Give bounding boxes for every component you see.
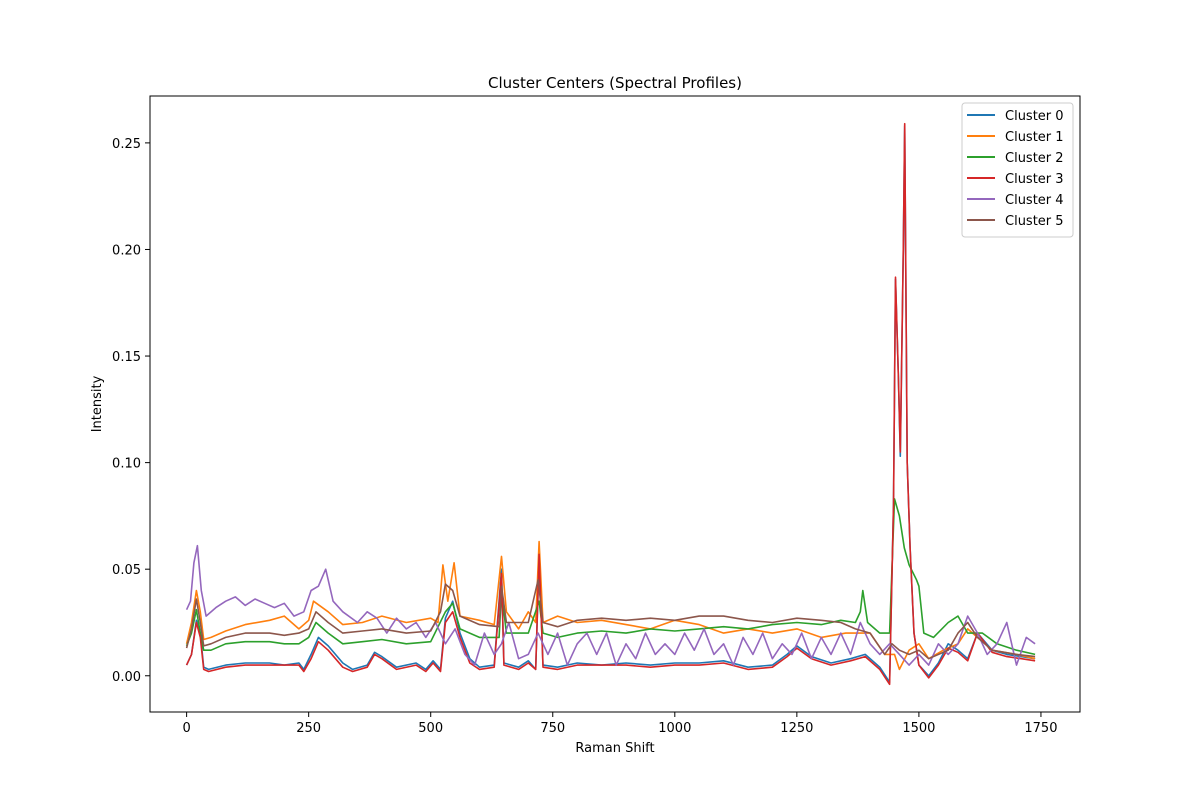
- chart-title: Cluster Centers (Spectral Profiles): [488, 74, 742, 92]
- series-line-cluster-4: [185, 544, 1036, 666]
- series-line-cluster-2: [185, 498, 1036, 656]
- y-tick-label: 0.10: [112, 457, 141, 472]
- x-tick-label: 750: [540, 721, 565, 736]
- series-line-cluster-5: [185, 579, 1036, 660]
- legend-label: Cluster 3: [1005, 172, 1064, 187]
- x-tick-label: 500: [418, 721, 443, 736]
- x-tick-label: 0: [182, 721, 190, 736]
- x-axis: 0 250 500 750 1000 1250 1500 1750: [182, 712, 1057, 736]
- y-tick-label: 0.15: [112, 350, 141, 365]
- legend-label: Cluster 2: [1005, 151, 1064, 166]
- y-tick-label: 0.05: [112, 563, 141, 578]
- y-axis: 0.00 0.05 0.10 0.15 0.20 0.25: [112, 137, 150, 685]
- series-layer: [185, 122, 1036, 686]
- legend-label: Cluster 4: [1005, 193, 1064, 208]
- series-line-cluster-3: [185, 122, 1036, 686]
- x-tick-label: 1000: [658, 721, 691, 736]
- legend: Cluster 0 Cluster 1 Cluster 2 Cluster 3 Clus…: [961, 102, 1074, 238]
- y-tick-label: 0.00: [112, 670, 141, 685]
- legend-label: Cluster 1: [1005, 130, 1064, 145]
- series-line-cluster-1: [185, 540, 1036, 671]
- x-tick-label: 250: [296, 721, 321, 736]
- x-tick-label: 1500: [902, 721, 935, 736]
- y-axis-label: Intensity: [90, 375, 105, 432]
- legend-label: Cluster 5: [1005, 214, 1064, 229]
- legend-label: Cluster 0: [1005, 109, 1064, 124]
- plot-frame: [149, 95, 1081, 713]
- x-tick-label: 1750: [1024, 721, 1057, 736]
- y-tick-label: 0.20: [112, 243, 141, 258]
- y-tick-label: 0.25: [112, 137, 141, 152]
- x-axis-label: Raman Shift: [575, 741, 654, 756]
- x-tick-label: 1250: [780, 721, 813, 736]
